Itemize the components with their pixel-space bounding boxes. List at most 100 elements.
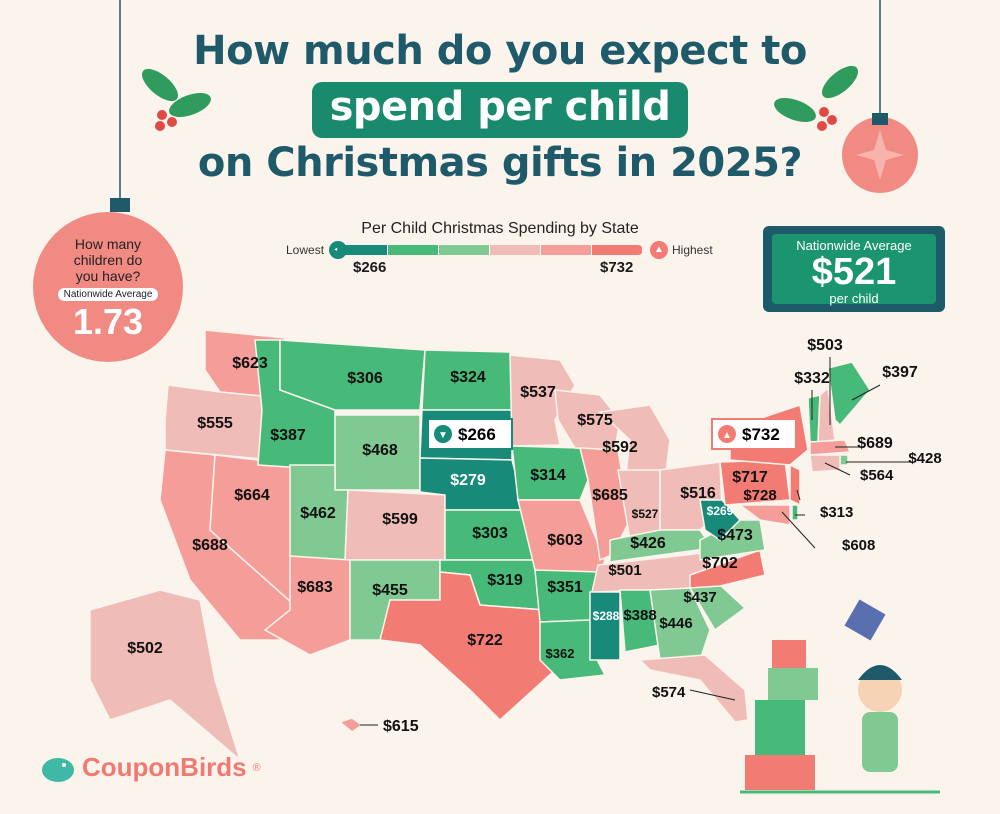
legend-swatch [541,245,592,255]
state-value-md: $608 [842,537,875,554]
lowest-callout-value: $266 [458,425,496,444]
nationwide-unit: per child [829,291,879,306]
state-value-ky: $426 [630,535,666,552]
state-value-ne: $279 [450,472,486,489]
state-de [791,504,799,521]
brand-registered-mark: ® [252,761,261,774]
state-ri [839,454,849,466]
state-value-ak: $502 [127,640,163,657]
state-nc [689,549,766,589]
state-value-la: $362 [546,646,575,661]
bird-logo-icon [42,757,74,782]
state-nj [789,463,801,507]
state-value-ia: $314 [530,467,566,484]
state-value-wy: $468 [362,442,398,459]
gifts-illustration-icon [740,599,940,794]
state-value-ct: $564 [860,467,894,484]
state-value-nc: $702 [702,555,738,572]
state-value-in: $527 [632,507,659,521]
state-value-co: $599 [382,511,418,528]
state-value-az: $683 [297,579,333,596]
state-value-ga: $446 [659,615,692,632]
state-value-ut: $462 [300,505,336,522]
lowest-callout: ▼ $266 [427,418,513,450]
state-ak [89,589,242,763]
brand-name: CouponBirds [82,752,247,782]
state-ga [649,587,711,661]
state-value-il: $685 [592,487,628,504]
legend-lowest-label: Lowest [286,243,325,257]
state-hi [338,717,364,733]
title-line-3: on Christmas gifts in 2025? [197,140,803,186]
state-ia [511,445,589,501]
state-value-wi: $575 [577,412,613,429]
svg-text:▼: ▼ [438,430,448,441]
legend-swatch [490,245,541,255]
state-value-mi: $592 [602,439,638,456]
highest-callout-value: $732 [742,425,780,444]
state-value-ca: $688 [192,537,228,554]
legend-min: $266 [353,259,387,276]
state-mt [279,339,426,411]
highest-callout: ▲ $732 [711,418,797,450]
state-value-nd: $324 [450,369,486,386]
legend-highest-label: Highest [672,243,713,257]
state-me [827,361,871,427]
children-avg-label: Nationwide Average [57,288,159,301]
state-value-nj: $728 [743,487,776,504]
state-ma [809,439,852,456]
state-value-tx: $722 [467,632,503,649]
state-value-wv: $269 [707,504,734,518]
svg-text:▲: ▲ [722,430,732,441]
holly-right-icon [774,65,859,131]
children-question: How many children do you have? [73,236,143,284]
legend-title: Per Child Christmas Spending by State [361,220,639,237]
state-value-nh: $503 [807,337,843,354]
state-value-sc: $437 [683,589,716,606]
title-line-2: spend per child [329,84,671,130]
state-value-ks: $303 [472,525,508,542]
state-ms [589,591,621,661]
highest-arrow-icon: ▲ [650,241,668,259]
state-value-mo: $603 [547,532,583,549]
state-value-va: $473 [717,527,753,544]
state-value-al: $388 [623,607,656,624]
legend-max: $732 [600,259,634,276]
state-value-pa: $717 [732,469,768,486]
state-tx [379,571,561,722]
state-value-ok: $319 [487,572,523,589]
state-value-mt: $306 [347,370,383,387]
state-value-vt: $332 [794,370,830,387]
couponbirds-logo[interactable]: CouponBirds ® [40,752,261,783]
state-value-oh: $516 [680,485,716,502]
state-md [737,504,791,526]
state-value-hi: $615 [383,718,419,735]
legend-swatch [388,245,439,255]
state-value-nv: $664 [234,487,270,504]
title-line-1: How much do you expect to [193,28,807,74]
children-avg-value: 1.73 [72,301,144,342]
legend-swatch [592,245,643,255]
leader-line [781,511,816,549]
nationwide-label: Nationwide Average [796,238,912,253]
title-highlight [312,82,688,138]
state-value-tn: $501 [608,562,641,579]
state-value-or: $555 [197,415,233,432]
state-value-fl: $574 [652,684,686,701]
legend-swatch [337,245,388,255]
state-value-id: $387 [270,427,306,444]
state-value-wa: $623 [232,355,268,372]
state-value-ar: $351 [547,579,583,596]
state-value-mn: $537 [520,384,556,401]
state-value-ma: $689 [857,435,893,452]
state-fl [638,654,749,723]
leader-line [796,489,801,501]
state-value-nm: $455 [372,582,408,599]
children-ornament: How many children do you have? Nationwid… [33,212,183,362]
nationwide-average-bill: Nationwide Average $521 per child [763,226,945,312]
state-value-ri: $428 [908,450,941,467]
decorations [110,0,940,794]
state-wv [699,499,742,541]
state-value-ms: $288 [593,609,620,623]
